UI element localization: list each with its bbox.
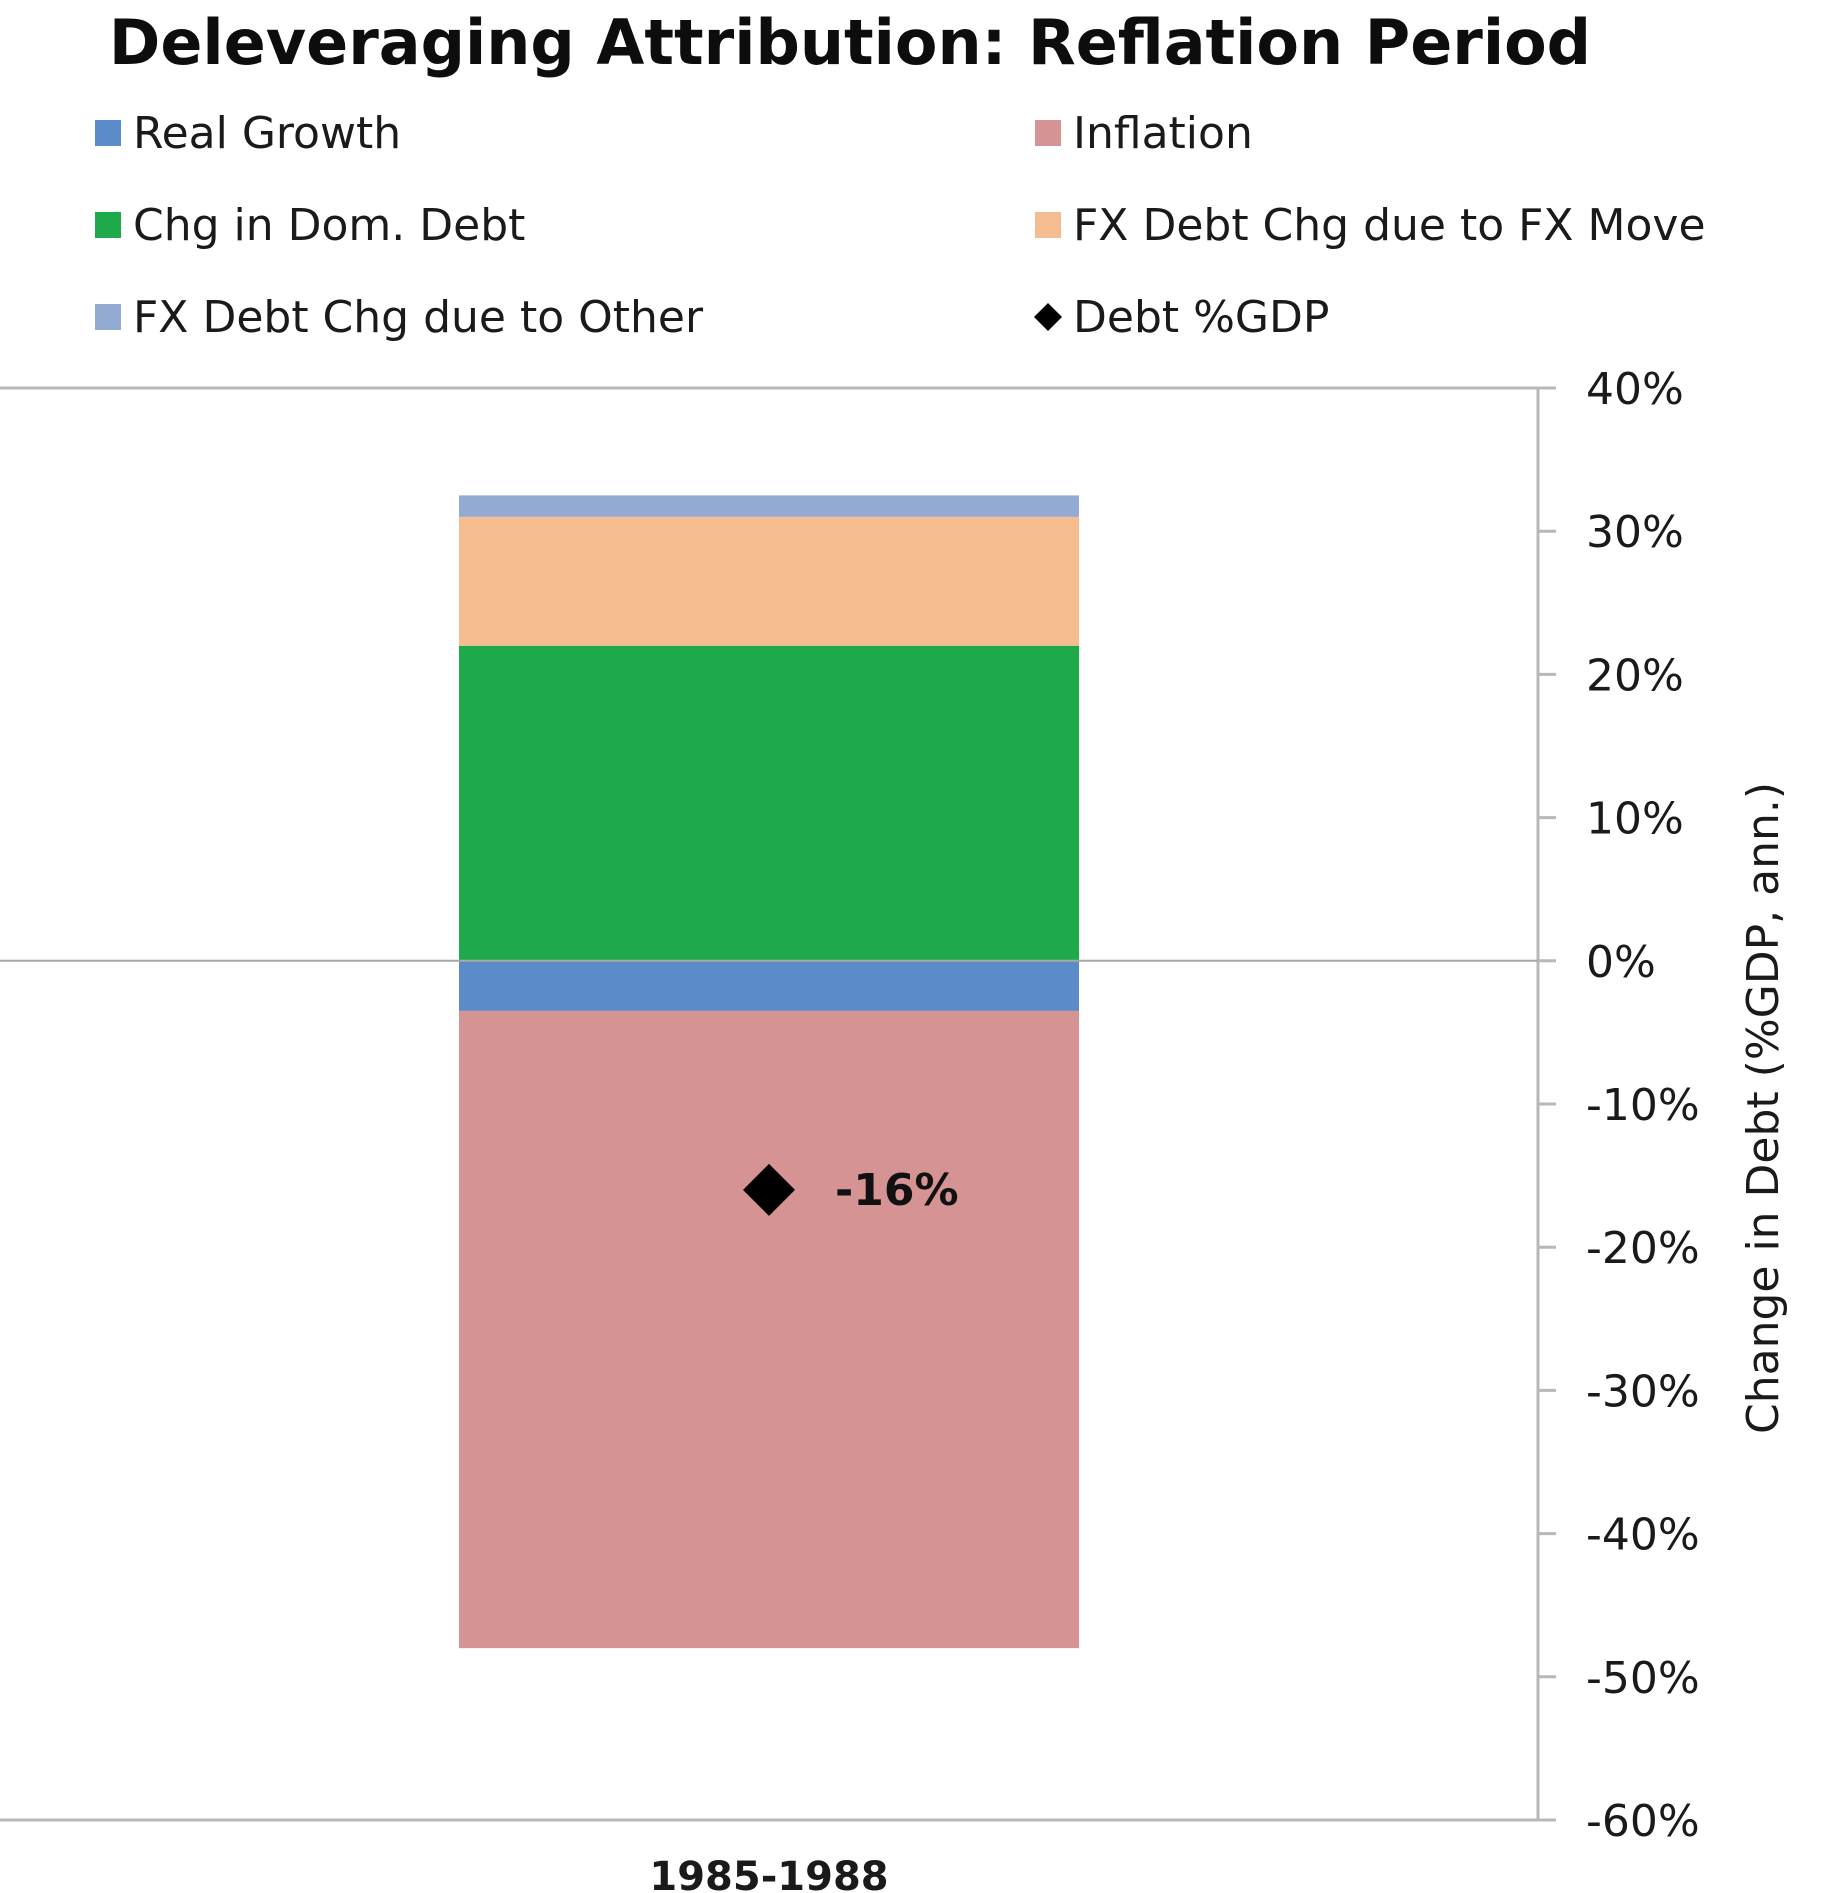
bar-segment-real-growth — [459, 960, 1079, 1011]
y-tick-label: 20% — [1586, 650, 1684, 701]
legend-swatch — [1035, 120, 1061, 146]
y-tick-label: -30% — [1586, 1366, 1700, 1417]
x-axis: 1985-1988 — [649, 1854, 888, 1893]
y-tick-label: -20% — [1586, 1223, 1700, 1274]
legend-item-real-growth: Real Growth — [95, 108, 401, 159]
legend-item-debt-gdp: Debt %GDP — [1034, 292, 1329, 343]
bar-segment-fx-debt-chg-due-to-fx-move — [459, 516, 1079, 646]
legend-label: Chg in Dom. Debt — [133, 200, 525, 251]
legend-item-fx-debt-chg-due-to-other: FX Debt Chg due to Other — [95, 292, 704, 343]
legend-swatch — [95, 304, 121, 330]
y-tick-label: -50% — [1586, 1653, 1700, 1704]
marker-data-label: -16% — [835, 1165, 959, 1216]
stacked-bars — [0, 495, 1538, 1649]
legend-item-chg-in-dom-debt: Chg in Dom. Debt — [95, 200, 525, 251]
bar-segment-fx-debt-chg-due-to-other — [459, 495, 1079, 517]
legend-swatch — [1035, 212, 1061, 238]
legend-label: Real Growth — [133, 108, 401, 159]
chart-title: Deleveraging Attribution: Reflation Peri… — [109, 6, 1591, 79]
y-tick-label: 40% — [1586, 364, 1684, 415]
legend-label: FX Debt Chg due to FX Move — [1073, 200, 1706, 251]
y-axis: 40% 30% 20% 10% 0% -10% -20% -30% -40% -50% -60% — [1538, 364, 1700, 1847]
y-tick-label: 0% — [1586, 937, 1656, 988]
y-tick-label: 30% — [1586, 507, 1684, 558]
y-tick-label: -40% — [1586, 1510, 1700, 1561]
y-tick-label: 10% — [1586, 794, 1684, 845]
x-category-label: 1985-1988 — [649, 1854, 888, 1893]
legend-item-fx-debt-chg-due-to-fx-move: FX Debt Chg due to FX Move — [1035, 200, 1706, 251]
legend-label: Inflation — [1073, 108, 1253, 159]
y-axis-title: Change in Debt (%GDP, ann.) — [1738, 782, 1789, 1434]
legend-label: Debt %GDP — [1073, 292, 1329, 343]
legend-item-inflation: Inflation — [1035, 108, 1253, 159]
legend-diamond-icon — [1034, 303, 1062, 331]
legend: Real Growth Inflation Chg in Dom. Debt FX D… — [95, 108, 1706, 343]
bar-segment-chg-in-dom-debt — [459, 645, 1079, 961]
legend-label: FX Debt Chg due to Other — [133, 292, 704, 343]
markers: -16% — [743, 1163, 959, 1216]
marker-debt-gdp — [743, 1163, 795, 1216]
y-tick-label: -60% — [1586, 1796, 1700, 1847]
y-tick-label: -10% — [1586, 1080, 1700, 1131]
bar-segment-inflation — [459, 1010, 1079, 1649]
legend-swatch — [95, 212, 121, 238]
legend-swatch — [95, 120, 121, 146]
